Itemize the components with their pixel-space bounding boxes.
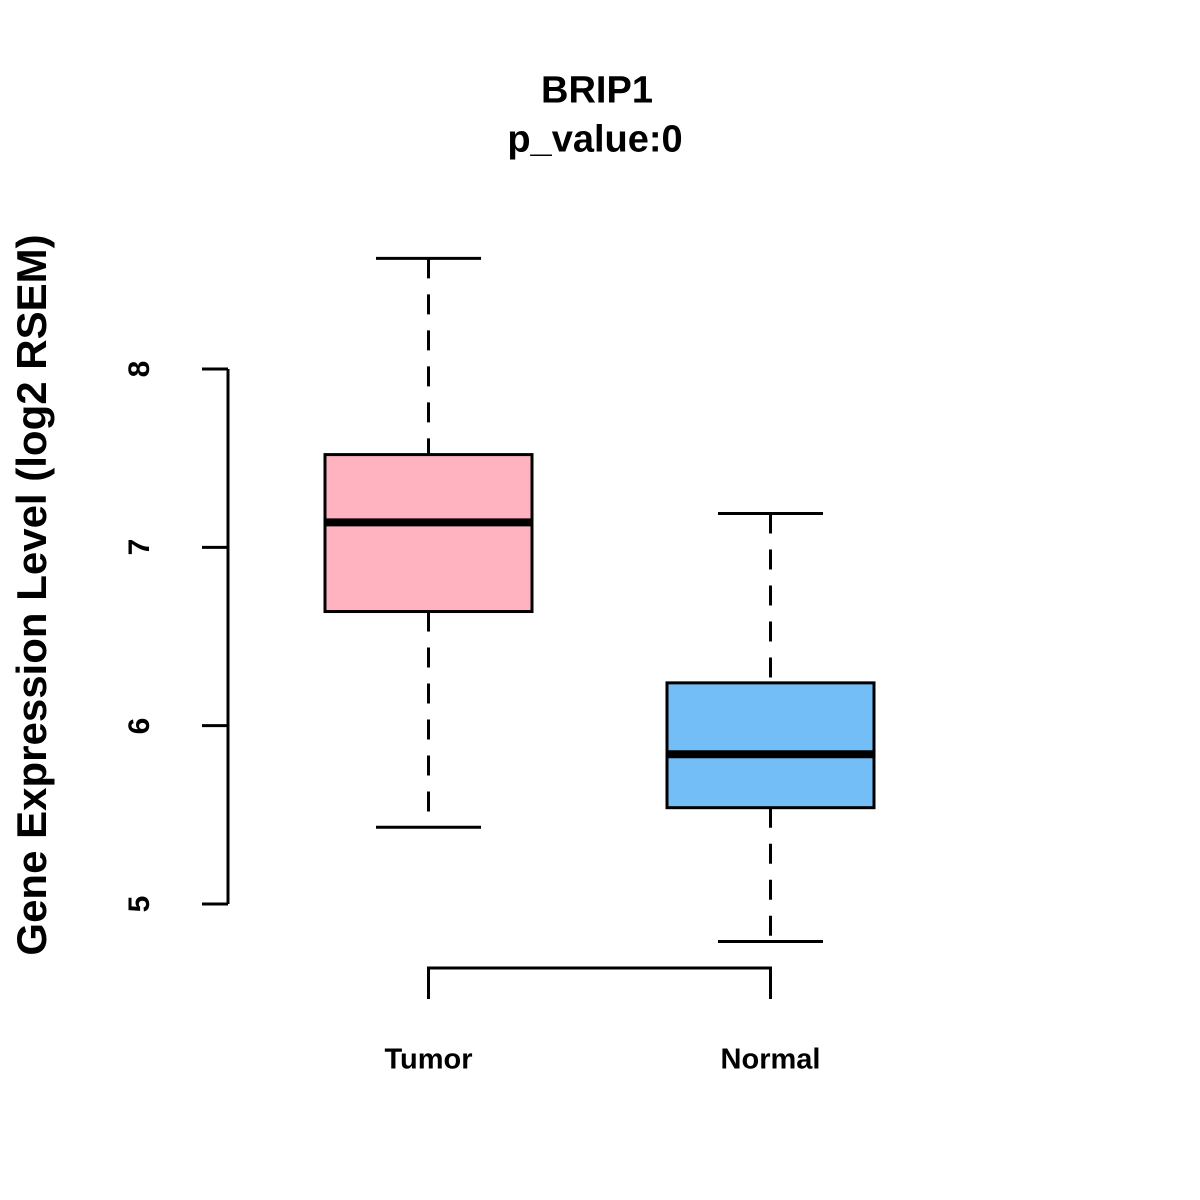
x-axis-bracket — [427, 966, 772, 999]
y-axis-label: Gene Expression Level (log2 RSEM) — [8, 234, 55, 956]
box-tumor — [323, 453, 534, 614]
category-label-tumor: Tumor — [384, 1043, 473, 1076]
y-tick-label: 8 — [123, 360, 156, 378]
box-normal — [665, 681, 876, 810]
y-tick-label: 6 — [123, 717, 156, 734]
category-label-normal: Normal — [720, 1043, 821, 1076]
y-tick-label: 7 — [123, 538, 156, 556]
chart-subtitle: p_value:0 — [507, 118, 683, 161]
y-tick-label: 5 — [123, 895, 156, 913]
chart-title: BRIP1 — [541, 69, 653, 112]
